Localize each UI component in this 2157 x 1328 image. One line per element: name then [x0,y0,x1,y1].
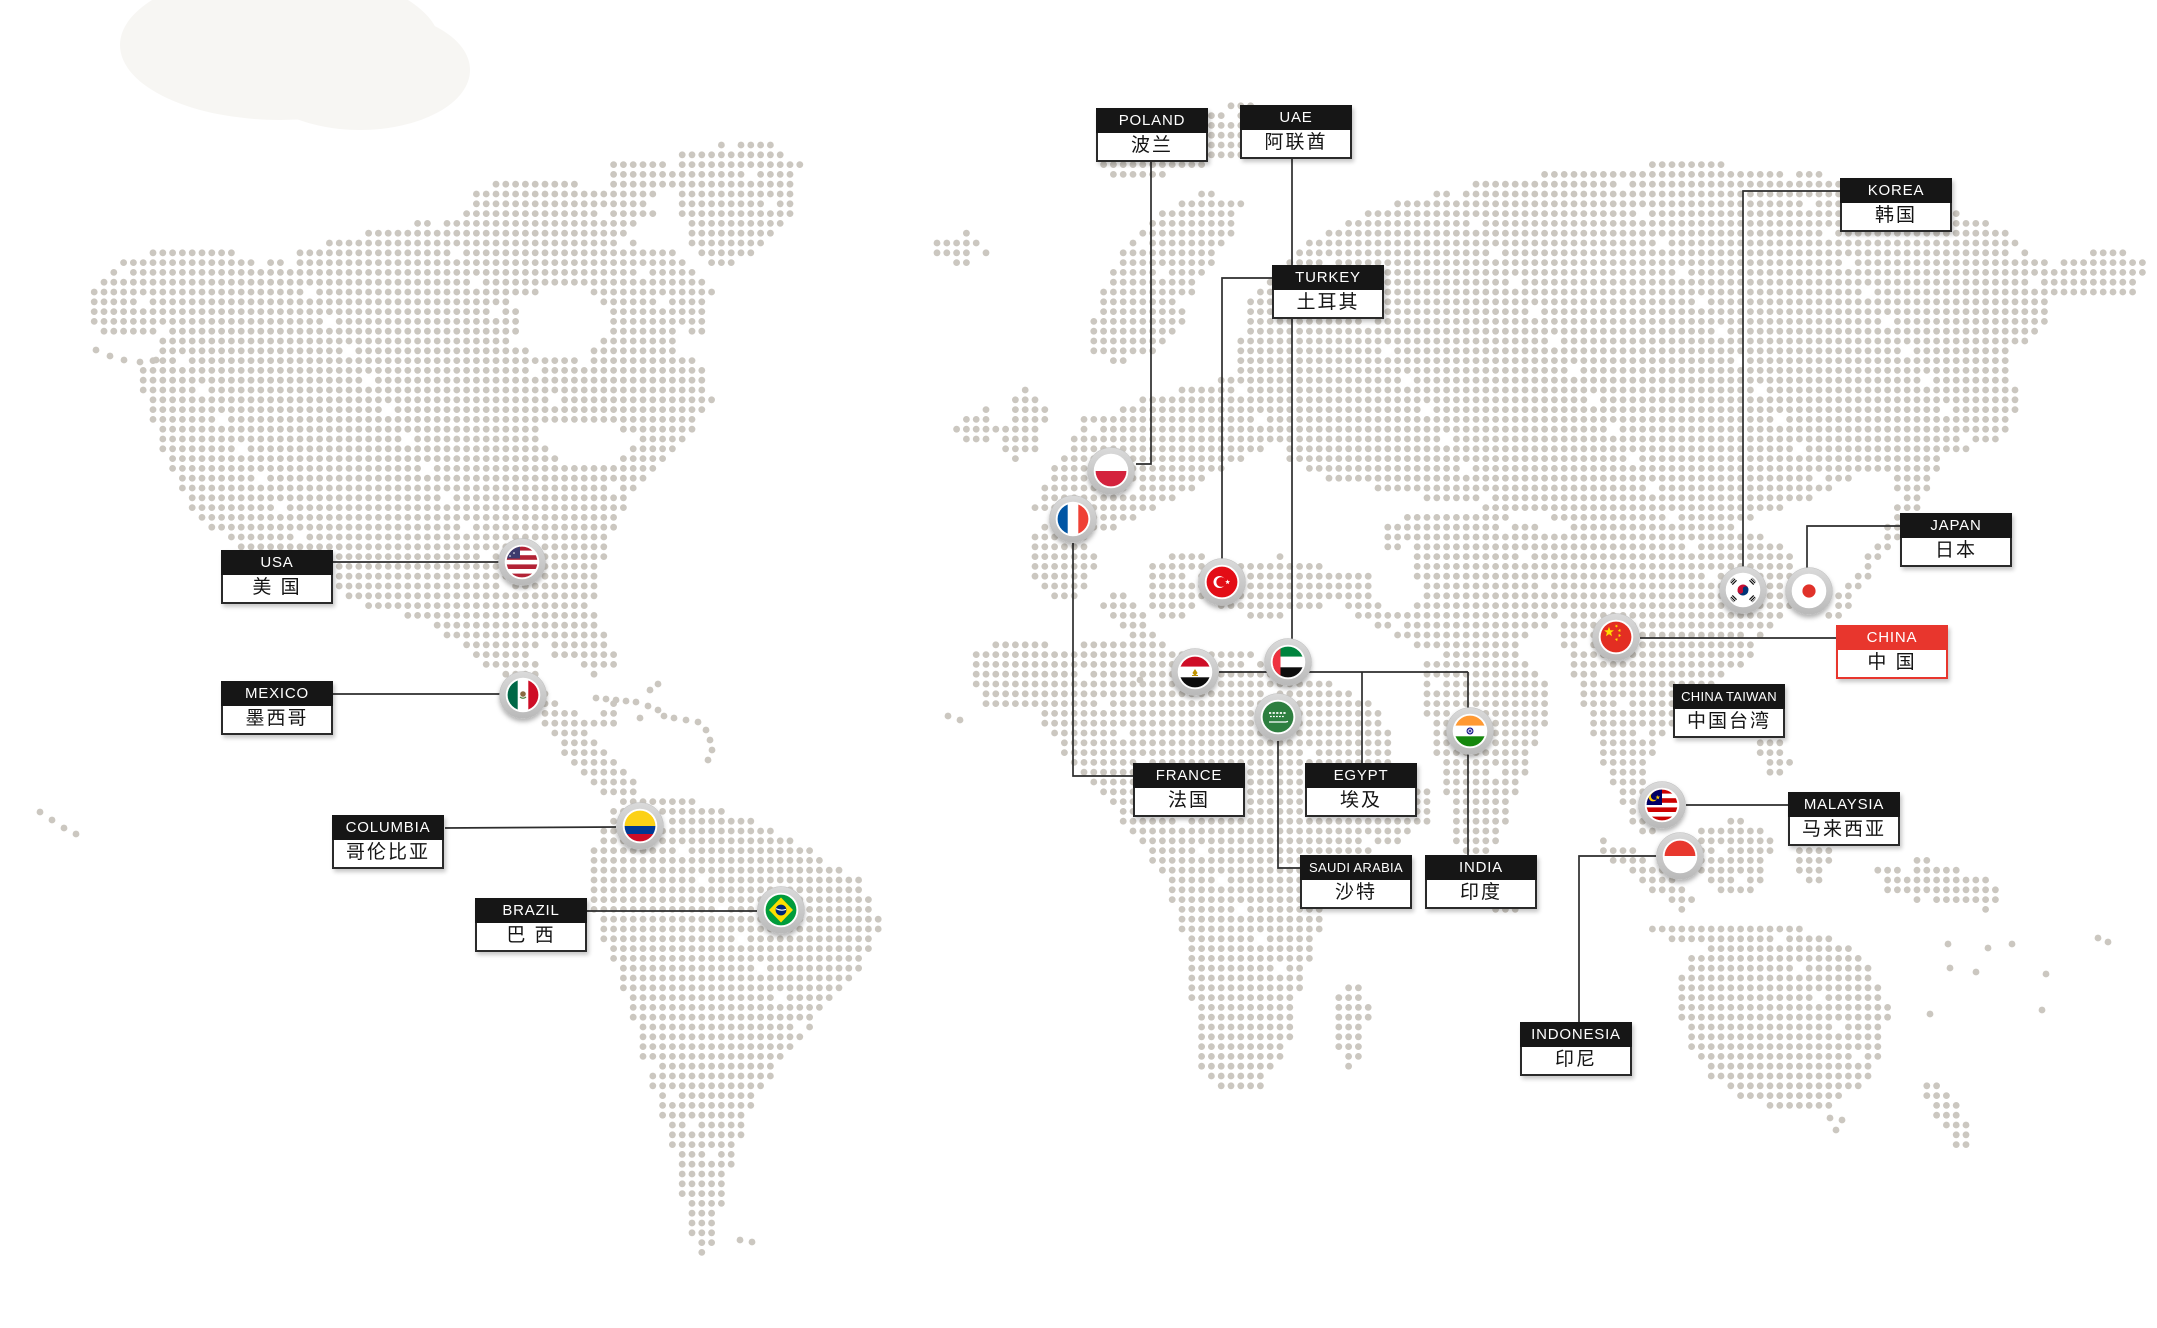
mexico-flag-icon [507,679,539,711]
country-name-en: MEXICO [221,681,333,706]
country-label-china: CHINA 中 国 [1836,625,1948,679]
country-name-zh: 中 国 [1836,650,1948,679]
country-label-saudi-arabia: SAUDI ARABIA 沙特 [1300,855,1412,909]
country-name-zh: 韩国 [1840,203,1952,232]
country-name-en: CHINA [1836,625,1948,650]
france-flag-icon [1057,503,1089,535]
flag-marker-turkey [1198,558,1246,606]
country-name-zh: 法国 [1133,788,1245,817]
country-name-en: MALAYSIA [1788,792,1900,817]
china-flag-icon [1600,621,1632,653]
country-name-zh: 美 国 [221,575,333,604]
korea-flag-icon [1727,574,1759,606]
columbia-flag-icon [624,810,656,842]
connector-line-indonesia [1578,855,1656,1022]
indonesia-flag-icon [1664,840,1696,872]
country-name-zh: 马来西亚 [1788,817,1900,846]
country-name-zh: 日本 [1900,538,2012,567]
country-name-en: INDIA [1425,855,1537,880]
flag-marker-france [1049,495,1097,543]
country-label-france: FRANCE 法国 [1133,763,1245,817]
country-name-en: USA [221,550,333,575]
flag-marker-korea [1719,566,1767,614]
country-label-india: INDIA 印度 [1425,855,1537,909]
turkey-flag-icon [1206,566,1238,598]
country-name-en: INDONESIA [1520,1022,1632,1047]
connector-line-saudi-arabia [1277,741,1301,869]
flag-marker-china [1592,613,1640,661]
country-label-china-taiwan: CHINA TAIWAN 中国台湾 [1673,684,1785,738]
poland-flag-icon [1095,455,1127,487]
country-label-uae: UAE 阿联酋 [1240,105,1352,159]
flag-marker-india [1446,707,1494,755]
country-name-en: CHINA TAIWAN [1673,684,1785,709]
flag-marker-usa [498,538,546,586]
country-name-zh: 墨西哥 [221,706,333,735]
connector-line-france [1072,543,1133,777]
country-name-en: TURKEY [1272,265,1384,290]
country-name-zh: 沙特 [1300,880,1412,909]
country-name-en: JAPAN [1900,513,2012,538]
flag-markers-layer [498,447,1833,934]
country-label-egypt: EGYPT 埃及 [1305,763,1417,817]
country-name-zh: 中国台湾 [1673,709,1785,738]
connector-line-turkey [1221,277,1272,559]
country-name-en: FRANCE [1133,763,1245,788]
country-label-turkey: TURKEY 土耳其 [1272,265,1384,319]
country-name-en: POLAND [1096,108,1208,133]
connector-line-poland [1136,161,1152,465]
country-name-en: KOREA [1840,178,1952,203]
country-label-columbia: COLUMBIA 哥伦比亚 [332,815,444,869]
country-label-malaysia: MALAYSIA 马来西亚 [1788,792,1900,846]
flag-marker-uae [1264,638,1312,686]
country-label-japan: JAPAN 日本 [1900,513,2012,567]
country-label-indonesia: INDONESIA 印尼 [1520,1022,1632,1076]
flag-marker-columbia [616,802,664,850]
country-name-zh: 印度 [1425,880,1537,909]
flag-marker-egypt [1171,648,1219,696]
flag-marker-indonesia [1656,832,1704,880]
country-label-brazil: BRAZIL 巴 西 [475,898,587,952]
connector-lines-layer [330,158,1900,1022]
connector-line-korea [1742,190,1840,567]
country-name-zh: 印尼 [1520,1047,1632,1076]
usa-flag-icon [506,546,538,578]
egypt-flag-icon [1179,656,1211,688]
flag-marker-poland [1087,447,1135,495]
flag-marker-brazil [757,886,805,934]
country-name-zh: 哥伦比亚 [332,840,444,869]
country-label-usa: USA 美 国 [221,550,333,604]
flag-marker-saudi-arabia [1254,693,1302,741]
connector-line-japan [1806,525,1900,568]
country-name-en: BRAZIL [475,898,587,923]
japan-flag-icon [1793,575,1825,607]
country-name-zh: 阿联酋 [1240,130,1352,159]
connector-line-columbia [444,826,617,829]
saudi-arabia-flag-icon [1262,701,1294,733]
uae-flag-icon [1272,646,1304,678]
country-name-en: UAE [1240,105,1352,130]
country-name-zh: 土耳其 [1272,290,1384,319]
background-soft-blob [250,10,470,130]
country-label-korea: KOREA 韩国 [1840,178,1952,232]
country-name-en: EGYPT [1305,763,1417,788]
flag-marker-japan [1785,567,1833,615]
flag-marker-malaysia [1638,781,1686,829]
country-name-zh: 巴 西 [475,923,587,952]
country-name-en: SAUDI ARABIA [1300,855,1412,880]
malaysia-flag-icon [1646,789,1678,821]
flag-marker-mexico [499,671,547,719]
country-name-zh: 波兰 [1096,133,1208,162]
country-label-mexico: MEXICO 墨西哥 [221,681,333,735]
country-name-en: COLUMBIA [332,815,444,840]
india-flag-icon [1454,715,1486,747]
brazil-flag-icon [765,894,797,926]
country-label-poland: POLAND 波兰 [1096,108,1208,162]
country-name-zh: 埃及 [1305,788,1417,817]
